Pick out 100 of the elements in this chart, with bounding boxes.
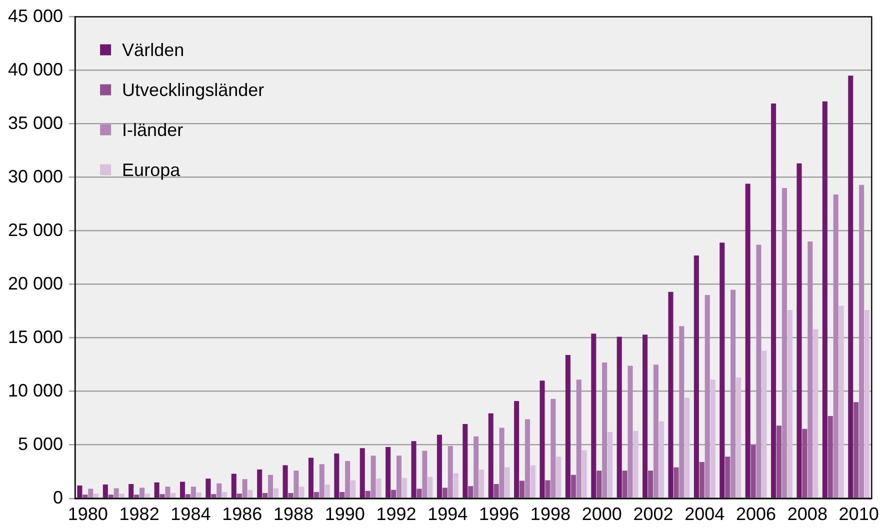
bar [550, 398, 556, 498]
bar [268, 474, 274, 498]
bar [565, 354, 570, 498]
y-tick-label: 15 000 [8, 326, 64, 347]
bar [416, 488, 422, 498]
bar [448, 446, 453, 498]
bar [160, 494, 165, 498]
bar [699, 462, 704, 498]
legend-label: Världen [122, 40, 184, 60]
bar [119, 494, 124, 498]
x-tick-label: 1986 [222, 504, 262, 524]
bar [679, 326, 684, 498]
bar [216, 483, 222, 498]
y-tick-label: 35 000 [8, 112, 64, 133]
bar [668, 292, 674, 498]
bar [231, 474, 236, 498]
bar [596, 470, 602, 498]
bar [570, 474, 576, 498]
bar [248, 490, 253, 498]
bar [402, 478, 407, 498]
bar [710, 380, 716, 498]
bar [273, 488, 278, 498]
bar [134, 494, 140, 498]
y-tick-label: 10 000 [8, 380, 64, 400]
bar [736, 377, 742, 498]
bar [196, 492, 202, 498]
bar [294, 470, 299, 498]
bar [750, 444, 756, 498]
legend-label: Europa [122, 160, 182, 180]
x-tick-label: 2010 [838, 504, 879, 524]
legend-label: Utvecklingsländer [122, 80, 264, 100]
bar [524, 419, 530, 498]
bar [185, 494, 190, 498]
bar [365, 490, 370, 498]
bar [370, 456, 376, 498]
bar [756, 244, 762, 498]
bar [468, 486, 474, 498]
bar [745, 184, 750, 498]
x-tick-label: 2000 [582, 504, 622, 524]
x-tick-label: 1994 [428, 504, 468, 524]
bar [190, 486, 196, 498]
bar [222, 492, 228, 498]
bar [782, 188, 787, 498]
bar [340, 492, 345, 498]
bar [540, 380, 545, 498]
x-tick-label: 2004 [684, 504, 725, 524]
x-tick-label: 1998 [530, 504, 570, 524]
bar [622, 470, 628, 498]
bar [334, 453, 340, 498]
bar [282, 465, 288, 498]
bar [730, 290, 736, 498]
bar [813, 329, 818, 498]
bar [648, 470, 654, 498]
x-tick-label: 1982 [119, 504, 160, 524]
legend-label: I-länder [122, 120, 184, 140]
bar [391, 490, 396, 498]
x-tick-label: 1980 [68, 504, 108, 524]
x-tick-label: 1996 [479, 504, 520, 524]
x-tick-label: 1990 [324, 504, 365, 524]
bar [242, 479, 248, 498]
bar [360, 448, 365, 498]
x-tick-label: 1984 [170, 504, 211, 524]
bar [520, 480, 525, 498]
bar [848, 76, 854, 498]
y-tick-label: 20 000 [8, 273, 64, 294]
bar [442, 488, 448, 498]
bar [514, 401, 520, 498]
bar [154, 482, 160, 498]
bar [324, 484, 330, 498]
bar [530, 465, 536, 498]
bar [170, 493, 176, 498]
bar [128, 484, 134, 498]
bar [428, 476, 433, 498]
bar [725, 456, 730, 498]
bar [822, 101, 828, 498]
x-tick-label: 2006 [736, 504, 776, 524]
bar [582, 450, 587, 498]
bar [386, 447, 391, 498]
bar [796, 163, 802, 498]
bar [633, 430, 638, 498]
bar [140, 488, 145, 498]
x-tick-label: 1992 [376, 504, 416, 524]
bar [854, 402, 859, 498]
bar [802, 428, 808, 498]
bar [674, 467, 679, 498]
bar [314, 492, 319, 498]
x-tick-label: 2002 [633, 504, 674, 524]
bar [180, 482, 186, 498]
bar [720, 242, 725, 498]
bar [859, 184, 864, 498]
bar [474, 436, 479, 498]
bar [77, 486, 82, 498]
bar [319, 464, 324, 498]
bar [165, 486, 170, 498]
bar [499, 428, 504, 498]
bar [494, 484, 499, 498]
y-tick-label: 30 000 [8, 166, 64, 186]
y-tick-label: 45 000 [8, 6, 64, 26]
bar [436, 434, 442, 498]
bar [488, 413, 494, 498]
